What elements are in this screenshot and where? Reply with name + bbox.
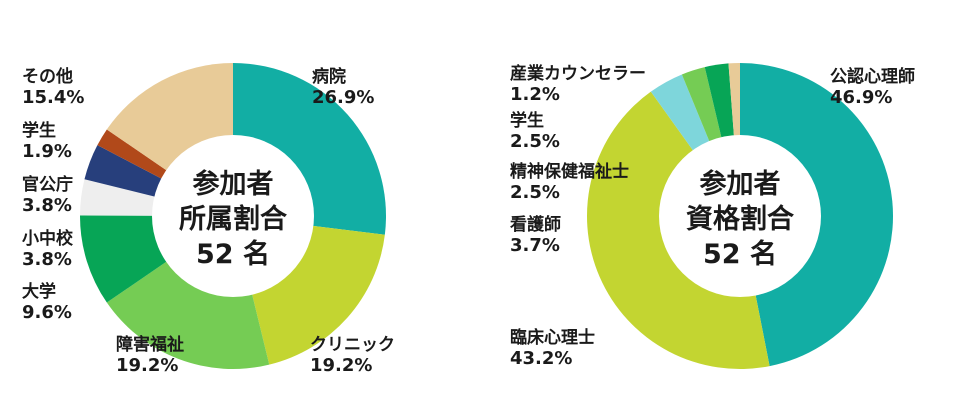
qualification-center-line3: 52 名: [703, 238, 777, 270]
affiliation-center-line3: 52 名: [196, 238, 270, 270]
qualification-value-nurse: 3.7%: [510, 235, 560, 256]
qualification-label-clinical-psychologist: 臨床心理士: [510, 327, 595, 348]
affiliation-value-clinic: 19.2%: [310, 355, 372, 376]
qualification-label-certified-psychologist: 公認心理師: [830, 66, 915, 87]
qualification-value-clinical-psychologist: 43.2%: [510, 348, 572, 369]
qualification-center-line1: 参加者: [700, 168, 781, 200]
affiliation-value-university: 9.6%: [22, 302, 72, 323]
qualification-center-line2: 資格割合: [686, 203, 794, 235]
affiliation-center-line2: 所属割合: [179, 203, 287, 235]
affiliation-value-student: 1.9%: [22, 141, 72, 162]
qualification-label-psychiatric-social-worker: 精神保健福祉士: [510, 161, 629, 182]
qualification-value-student: 2.5%: [510, 131, 560, 152]
affiliation-label-hospital: 病院: [312, 66, 346, 87]
qualification-label-student: 学生: [510, 110, 544, 131]
qualification-label-industrial-counselor: 産業カウンセラー: [510, 63, 646, 84]
affiliation-value-disability-welfare: 19.2%: [116, 355, 178, 376]
affiliation-label-clinic: クリニック: [310, 335, 395, 355]
qualification-value-psychiatric-social-worker: 2.5%: [510, 182, 560, 203]
chart-affiliation: 参加者 所属割合 52 名 病院 26.9% クリニック 19.2% 障害福祉 …: [22, 63, 395, 376]
affiliation-label-university: 大学: [22, 281, 56, 302]
affiliation-label-disability-welfare: 障害福祉: [116, 334, 184, 355]
affiliation-value-hospital: 26.9%: [312, 87, 374, 108]
affiliation-label-schools: 小中校: [22, 228, 74, 249]
qualification-value-industrial-counselor: 1.2%: [510, 84, 560, 105]
affiliation-label-student: 学生: [22, 120, 56, 141]
affiliation-label-government: 官公庁: [22, 174, 73, 195]
affiliation-value-schools: 3.8%: [22, 249, 72, 270]
affiliation-label-other: その他: [22, 66, 73, 87]
qualification-label-nurse: 看護師: [509, 214, 561, 235]
affiliation-center-line1: 参加者: [193, 168, 274, 200]
chart-qualification: 参加者 資格割合 52 名 公認心理師 46.9% 臨床心理士 43.2% 看護…: [509, 62, 915, 370]
qualification-donut-hole: [659, 135, 821, 297]
qualification-value-certified-psychologist: 46.9%: [830, 87, 892, 108]
affiliation-donut-hole: [152, 135, 314, 297]
affiliation-value-other: 15.4%: [22, 87, 84, 108]
affiliation-value-government: 3.8%: [22, 195, 72, 216]
